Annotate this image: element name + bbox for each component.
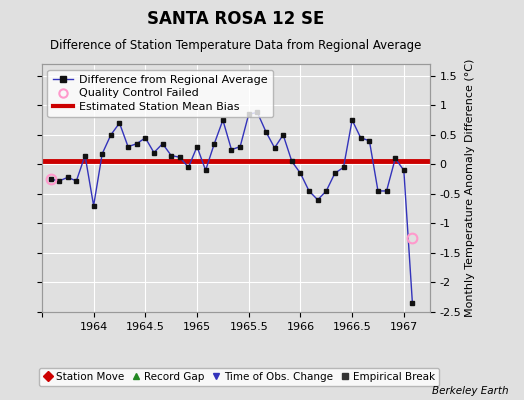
Text: Berkeley Earth: Berkeley Earth — [432, 386, 508, 396]
Text: SANTA ROSA 12 SE: SANTA ROSA 12 SE — [147, 10, 324, 28]
Legend: Station Move, Record Gap, Time of Obs. Change, Empirical Break: Station Move, Record Gap, Time of Obs. C… — [39, 368, 439, 386]
Y-axis label: Monthly Temperature Anomaly Difference (°C): Monthly Temperature Anomaly Difference (… — [465, 59, 475, 317]
Text: Difference of Station Temperature Data from Regional Average: Difference of Station Temperature Data f… — [50, 39, 421, 52]
